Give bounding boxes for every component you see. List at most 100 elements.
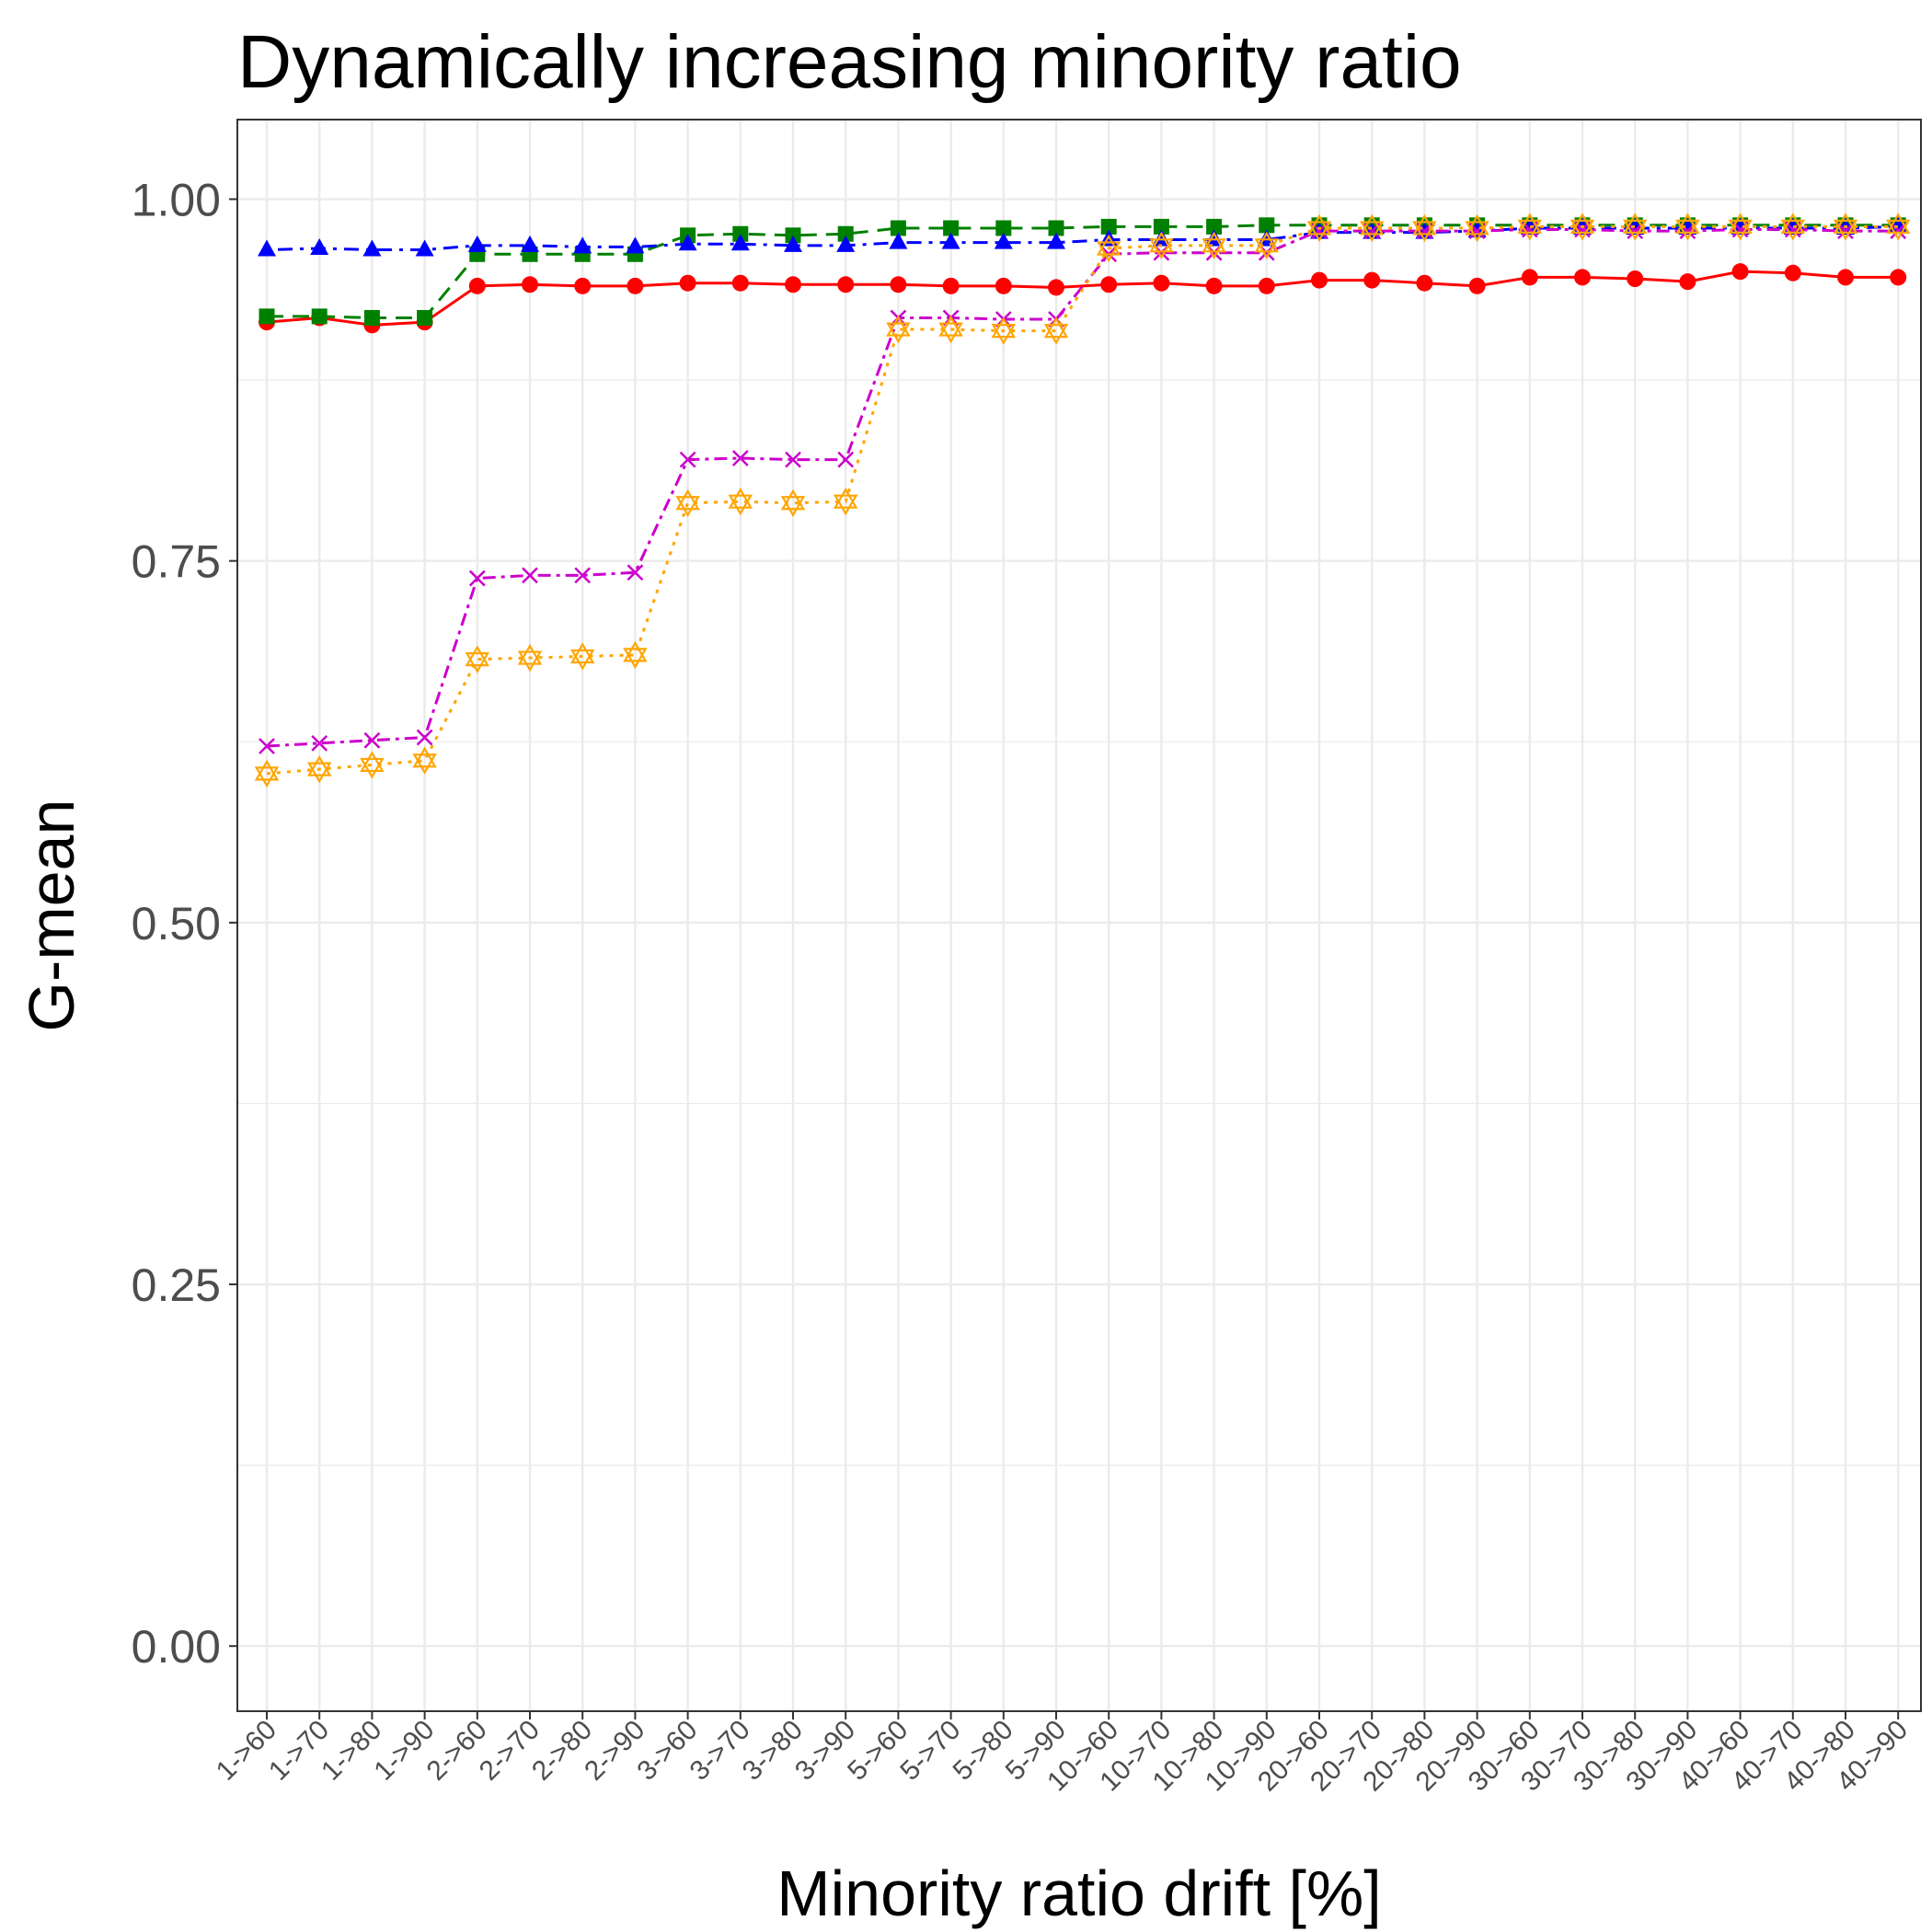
data-point: [627, 564, 644, 581]
data-point: [679, 451, 696, 468]
data-point: [1885, 213, 1911, 234]
x-tick-label: 1->90: [368, 1715, 440, 1787]
data-point: [1675, 219, 1700, 241]
data-point: [1412, 213, 1437, 236]
y-tick-label: 0.00: [132, 1621, 221, 1673]
x-tick-label: 3->70: [684, 1715, 756, 1787]
data-point: [1258, 277, 1275, 294]
data-point: [1731, 263, 1749, 281]
data-point: [675, 489, 700, 511]
x-tick-label: 3->90: [789, 1715, 861, 1787]
x-tick-label: 2->70: [474, 1715, 546, 1787]
x-tick-label: 5->70: [894, 1715, 966, 1787]
data-point: [1574, 269, 1591, 286]
data-point: [306, 754, 332, 776]
data-point: [521, 235, 539, 252]
data-point: [1885, 219, 1911, 241]
plot-border: [236, 119, 1922, 1712]
data-point: [1570, 213, 1595, 234]
data-point: [1570, 219, 1595, 241]
data-point: [780, 496, 806, 517]
data-point: [1521, 269, 1538, 286]
x-tick-label: 5->60: [842, 1715, 914, 1787]
data-point: [1416, 274, 1433, 292]
data-point: [837, 276, 855, 293]
y-tick-label: 1.00: [132, 175, 221, 226]
data-point: [517, 650, 543, 673]
data-point: [675, 496, 700, 517]
data-point: [254, 759, 280, 781]
data-point: [1890, 269, 1907, 286]
data-point: [886, 322, 911, 344]
data-point: [837, 451, 855, 468]
data-point: [1306, 221, 1332, 243]
data-point: [1096, 241, 1121, 263]
data-point: [1627, 223, 1644, 239]
data-point: [627, 277, 644, 294]
chart-title: Dynamically increasing minority ratio: [237, 20, 1462, 104]
data-point: [1259, 217, 1275, 234]
data-point: [730, 234, 750, 251]
data-point: [1359, 213, 1385, 236]
data-point: [258, 239, 276, 257]
data-point: [837, 225, 854, 242]
data-point: [1784, 264, 1801, 282]
data-point: [517, 643, 543, 665]
data-point: [994, 232, 1013, 249]
data-point: [1517, 219, 1543, 241]
data-point: [465, 652, 490, 673]
data-point: [941, 232, 960, 249]
data-point: [522, 567, 538, 584]
data-point: [784, 235, 802, 252]
data-point: [785, 227, 801, 244]
y-tick-label: 0.25: [132, 1259, 221, 1311]
data-point: [311, 308, 328, 325]
data-point: [1096, 234, 1121, 256]
data-point: [679, 274, 696, 292]
data-point: [938, 322, 963, 344]
data-point: [1675, 213, 1700, 234]
data-point: [890, 276, 907, 293]
data-point: [416, 729, 433, 746]
data-point: [1833, 213, 1858, 234]
data-point: [1047, 232, 1065, 249]
data-point: [728, 494, 753, 516]
data-point: [1206, 218, 1223, 235]
x-tick-label: 5->80: [948, 1715, 1019, 1787]
series-line: [266, 228, 1899, 748]
x-tick-label: 3->80: [737, 1715, 809, 1787]
data-point: [259, 308, 275, 325]
data-point: [569, 642, 595, 664]
data-point: [1254, 231, 1280, 253]
data-point: [415, 239, 434, 257]
data-point: [360, 757, 385, 779]
data-point: [833, 488, 858, 509]
data-point: [1517, 213, 1543, 234]
data-point: [1048, 279, 1064, 296]
data-point: [1728, 219, 1753, 241]
data-point: [942, 277, 960, 294]
data-point: [468, 569, 486, 587]
data-point: [626, 236, 645, 254]
data-point: [412, 746, 437, 768]
data-point: [1622, 219, 1648, 241]
data-point: [785, 451, 801, 468]
data-point: [886, 315, 911, 337]
data-point: [362, 239, 382, 257]
data-point: [1202, 231, 1226, 253]
data-point: [1465, 213, 1489, 236]
x-tick-label: 3->60: [631, 1715, 703, 1787]
data-point: [623, 640, 648, 662]
x-tick-label: 2->60: [421, 1715, 493, 1787]
data-point: [569, 649, 595, 671]
data-point: [678, 234, 697, 251]
x-tick-label: 1->70: [263, 1715, 335, 1787]
data-point: [1153, 218, 1169, 235]
data-point: [1679, 273, 1696, 291]
data-point: [1048, 220, 1064, 236]
data-point: [1202, 238, 1226, 260]
data-point: [1153, 274, 1170, 292]
data-point: [306, 762, 332, 784]
data-point: [1043, 324, 1069, 345]
